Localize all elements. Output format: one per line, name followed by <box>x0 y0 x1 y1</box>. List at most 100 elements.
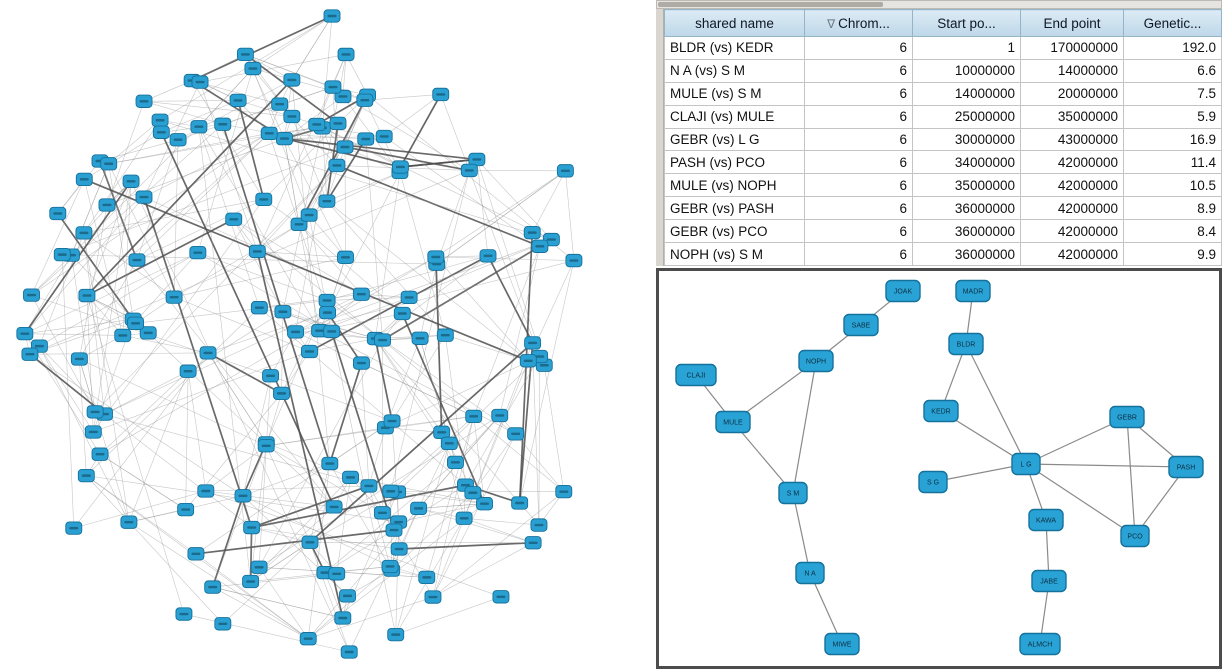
table-vertical-scrollbar[interactable] <box>656 9 664 266</box>
cell-shared-name[interactable]: BLDR (vs) KEDR <box>664 36 805 60</box>
network-node[interactable] <box>120 515 138 529</box>
network-node[interactable] <box>190 120 208 134</box>
network-node[interactable] <box>491 408 509 423</box>
network-node[interactable] <box>374 333 392 347</box>
cell-start-position[interactable]: 36000000 <box>912 242 1021 266</box>
subnetwork-node-pash[interactable]: PASH <box>1168 455 1204 479</box>
cell-chromosome[interactable]: 6 <box>804 81 913 106</box>
cell-end-point[interactable]: 14000000 <box>1020 58 1124 83</box>
network-node[interactable] <box>391 160 409 174</box>
network-node[interactable] <box>455 511 473 525</box>
subnetwork-node-l-g[interactable]: L G <box>1011 452 1041 476</box>
subnetwork-node-noph[interactable]: NOPH <box>798 349 834 373</box>
network-node[interactable] <box>337 250 354 264</box>
network-node[interactable] <box>464 486 482 500</box>
subnetwork-node-almch[interactable]: ALMCH <box>1019 632 1061 656</box>
network-node[interactable] <box>492 590 510 604</box>
network-node[interactable] <box>78 288 96 303</box>
main-network-view[interactable] <box>0 0 652 669</box>
column-header-shared-name[interactable]: shared name <box>664 9 805 37</box>
main-network-canvas[interactable] <box>0 0 652 669</box>
network-node[interactable] <box>424 590 442 604</box>
column-header-chromosome[interactable]: ∇ Chrom... <box>804 9 913 37</box>
network-node[interactable] <box>260 126 278 140</box>
subnetwork-node-mule[interactable]: MULE <box>715 410 751 434</box>
subnetwork-edge[interactable] <box>1025 463 1136 537</box>
network-node[interactable] <box>91 447 109 461</box>
cell-shared-name[interactable]: GEBR (vs) PCO <box>664 219 805 244</box>
network-node[interactable] <box>447 455 464 470</box>
cell-start-position[interactable]: 35000000 <box>912 173 1021 198</box>
network-node[interactable] <box>319 305 336 320</box>
column-header-end-point[interactable]: End point <box>1020 9 1124 37</box>
cell-end-point[interactable]: 42000000 <box>1020 173 1124 198</box>
network-node[interactable] <box>300 208 318 222</box>
network-node[interactable] <box>440 436 458 450</box>
subnetwork-edge[interactable] <box>1126 416 1136 537</box>
subnetwork-node-kawa[interactable]: KAWA <box>1028 508 1064 532</box>
cell-genetic[interactable]: 9.9 <box>1123 242 1222 266</box>
cell-shared-name[interactable]: MULE (vs) S M <box>664 81 805 106</box>
filter-icon[interactable]: ∇ <box>827 16 836 31</box>
cell-shared-name[interactable]: NOPH (vs) S M <box>664 242 805 266</box>
network-node[interactable] <box>250 560 268 574</box>
network-node[interactable] <box>382 484 400 498</box>
network-node[interactable] <box>318 194 336 208</box>
cell-chromosome[interactable]: 6 <box>804 196 913 221</box>
cell-shared-name[interactable]: N A (vs) S M <box>664 58 805 83</box>
network-node[interactable] <box>152 125 170 139</box>
network-node[interactable] <box>460 163 478 178</box>
network-node[interactable] <box>336 140 354 154</box>
network-node[interactable] <box>229 93 247 108</box>
network-node[interactable] <box>555 485 573 499</box>
network-node[interactable] <box>86 405 104 419</box>
network-node[interactable] <box>519 354 537 368</box>
cell-chromosome[interactable]: 6 <box>804 127 913 152</box>
cell-shared-name[interactable]: CLAJI (vs) MULE <box>664 104 805 129</box>
cell-end-point[interactable]: 20000000 <box>1020 81 1124 106</box>
network-node[interactable] <box>214 117 232 131</box>
network-node[interactable] <box>128 253 146 267</box>
horizontal-scrollbar-thumb[interactable] <box>658 2 883 7</box>
network-node[interactable] <box>373 506 391 520</box>
network-node[interactable] <box>531 239 549 253</box>
network-node[interactable] <box>114 328 132 343</box>
network-node[interactable] <box>433 425 451 439</box>
cell-chromosome[interactable]: 6 <box>804 242 913 266</box>
network-node[interactable] <box>179 364 197 378</box>
network-node[interactable] <box>356 93 374 107</box>
subnetwork-node-claji[interactable]: CLAJI <box>675 363 717 387</box>
subnetwork-edge[interactable] <box>792 492 811 574</box>
table-row[interactable]: MULE (vs) NOPH 6 35000000 42000000 10.5 <box>664 173 1222 198</box>
network-node[interactable] <box>199 346 217 360</box>
network-node[interactable] <box>360 479 378 493</box>
subnetwork-edge[interactable] <box>1134 466 1187 537</box>
network-node[interactable] <box>191 75 209 89</box>
network-node[interactable] <box>187 547 205 561</box>
subnetwork-edge[interactable] <box>932 463 1027 483</box>
network-node[interactable] <box>340 645 358 659</box>
network-node[interactable] <box>337 47 355 62</box>
network-node[interactable] <box>556 164 574 178</box>
network-node[interactable] <box>273 386 290 401</box>
network-node[interactable] <box>323 324 341 339</box>
network-node[interactable] <box>248 244 266 259</box>
cell-shared-name[interactable]: PASH (vs) PCO <box>664 150 805 175</box>
column-header-start-position[interactable]: Start po... <box>912 9 1021 37</box>
network-node[interactable] <box>353 356 370 370</box>
network-node[interactable] <box>283 109 301 124</box>
network-node[interactable] <box>329 116 347 131</box>
network-node[interactable] <box>400 290 418 305</box>
network-node[interactable] <box>225 212 243 226</box>
cell-genetic[interactable]: 8.9 <box>1123 196 1222 221</box>
cell-start-position[interactable]: 10000000 <box>912 58 1021 83</box>
cell-start-position[interactable]: 25000000 <box>912 104 1021 129</box>
cell-chromosome[interactable]: 6 <box>804 58 913 83</box>
cell-start-position[interactable]: 14000000 <box>912 81 1021 106</box>
network-node[interactable] <box>523 225 541 240</box>
network-node[interactable] <box>357 132 375 146</box>
network-node[interactable] <box>243 520 261 535</box>
network-node[interactable] <box>530 518 548 532</box>
network-node[interactable] <box>242 574 260 589</box>
cell-start-position[interactable]: 36000000 <box>912 219 1021 244</box>
